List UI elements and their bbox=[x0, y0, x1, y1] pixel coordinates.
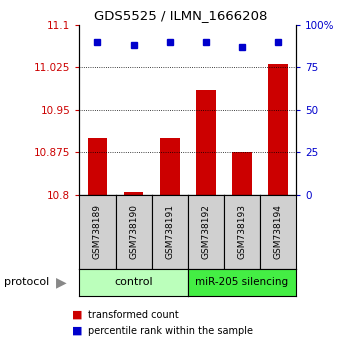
Bar bbox=[196, 90, 216, 195]
Bar bbox=[160, 138, 179, 195]
Text: GSM738192: GSM738192 bbox=[201, 204, 210, 259]
Text: protocol: protocol bbox=[4, 277, 49, 287]
Text: GSM738189: GSM738189 bbox=[93, 204, 102, 259]
Text: GSM738190: GSM738190 bbox=[129, 204, 138, 259]
Bar bbox=[232, 152, 252, 195]
Text: GSM738194: GSM738194 bbox=[274, 204, 282, 259]
Text: percentile rank within the sample: percentile rank within the sample bbox=[88, 326, 253, 336]
Text: miR-205 silencing: miR-205 silencing bbox=[195, 277, 288, 287]
Bar bbox=[123, 192, 143, 195]
Text: transformed count: transformed count bbox=[88, 310, 179, 320]
Text: GSM738191: GSM738191 bbox=[165, 204, 174, 259]
Text: ■: ■ bbox=[72, 310, 83, 320]
Text: GSM738193: GSM738193 bbox=[238, 204, 246, 259]
Text: GDS5525 / ILMN_1666208: GDS5525 / ILMN_1666208 bbox=[94, 9, 267, 22]
Bar bbox=[88, 138, 108, 195]
Text: control: control bbox=[114, 277, 153, 287]
Text: ■: ■ bbox=[72, 326, 83, 336]
Bar bbox=[268, 64, 288, 195]
Text: ▶: ▶ bbox=[56, 275, 67, 289]
